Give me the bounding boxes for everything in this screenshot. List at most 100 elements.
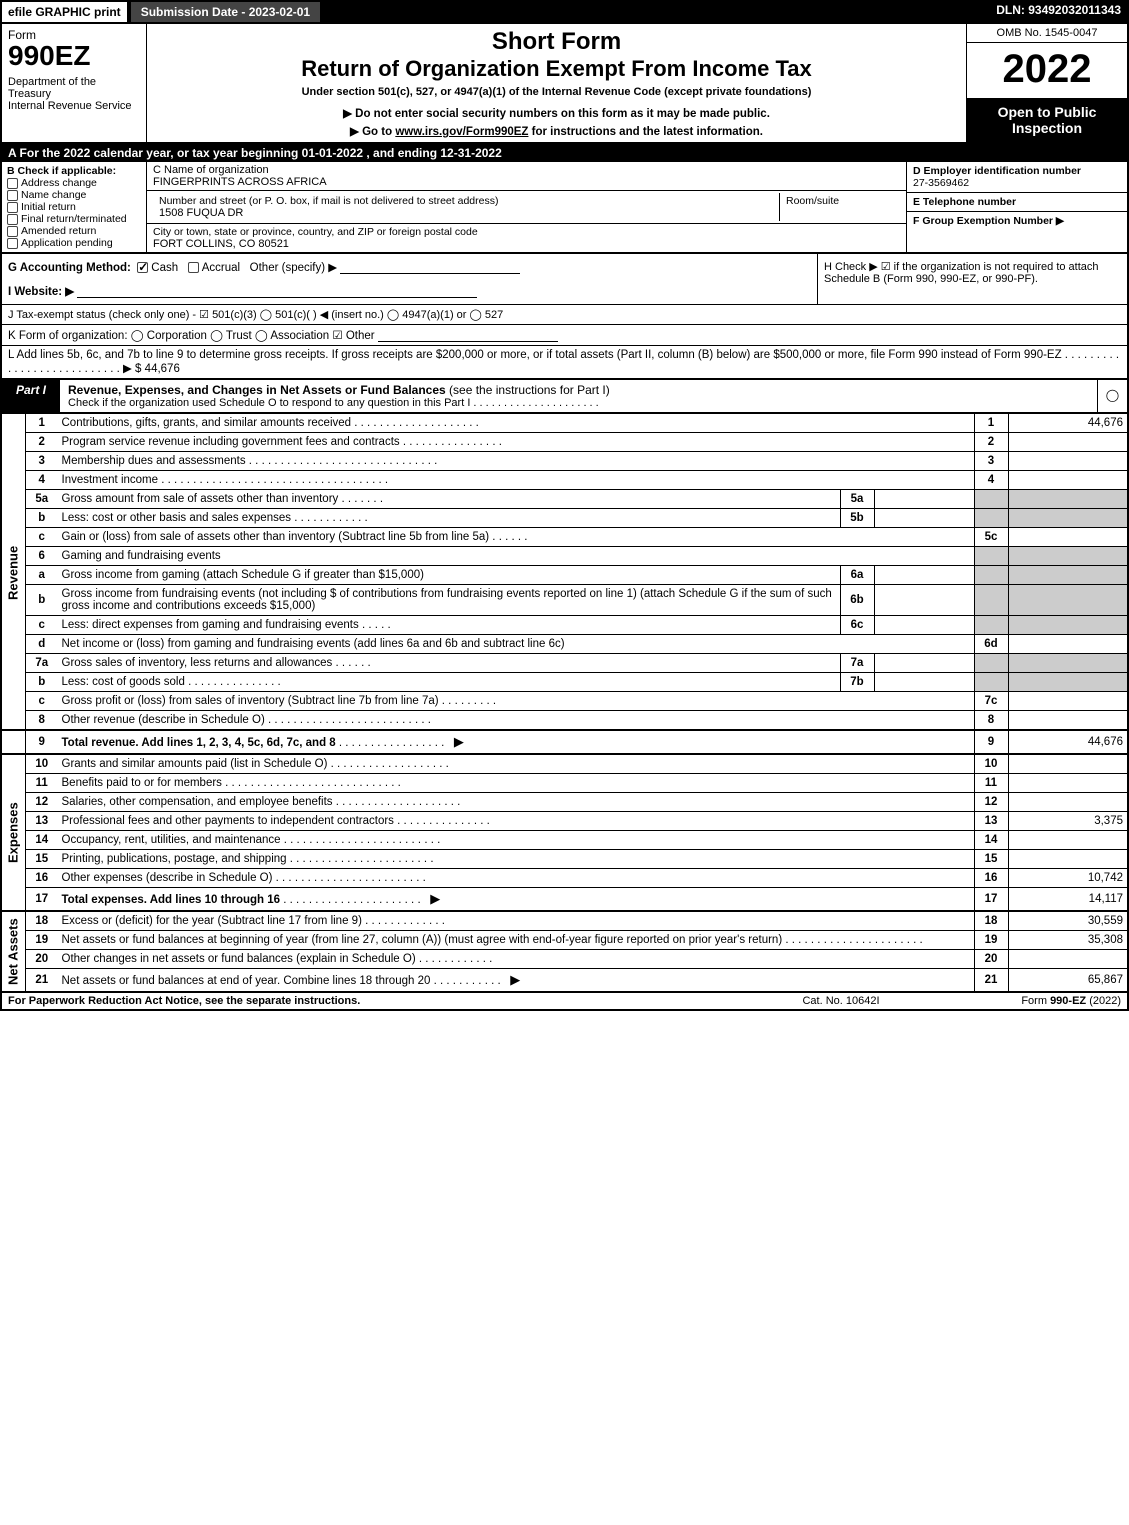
col-b: B Check if applicable: Address change Na… [2, 162, 147, 252]
line-5b-sub: 5b [840, 509, 874, 528]
line-15-mainno: 15 [974, 850, 1008, 869]
chk-amended-return[interactable]: Amended return [7, 225, 141, 237]
line-6b-no: b [26, 585, 58, 616]
line-6a-sub: 6a [840, 566, 874, 585]
line-5a-shade [974, 490, 1008, 509]
g-label: G Accounting Method: [8, 262, 131, 274]
part1-checkbox[interactable]: ◯ [1097, 380, 1127, 412]
line-7a-subval [874, 654, 974, 673]
header-right: OMB No. 1545-0047 2022 Open to Public In… [967, 24, 1127, 142]
line-6c-shade [974, 616, 1008, 635]
chk-address-change[interactable]: Address change [7, 177, 141, 189]
revenue-spacer [1, 730, 26, 754]
line-20-desc: Other changes in net assets or fund bala… [58, 950, 975, 969]
line-3-mainno: 3 [974, 452, 1008, 471]
line-1-no: 1 [26, 414, 58, 433]
line-19-mainno: 19 [974, 931, 1008, 950]
line-21-val: 65,867 [1008, 969, 1128, 993]
line-5b-subval [874, 509, 974, 528]
footer-catno: Cat. No. 10642I [741, 995, 941, 1007]
phone-label: E Telephone number [913, 196, 1121, 208]
k-other-field[interactable] [378, 328, 558, 342]
other-specify-field[interactable] [340, 260, 520, 274]
line-2-val [1008, 433, 1128, 452]
chk-initial-return[interactable]: Initial return [7, 201, 141, 213]
line-8-mainno: 8 [974, 711, 1008, 731]
chk-cash[interactable] [137, 262, 148, 273]
line-a: A For the 2022 calendar year, or tax yea… [0, 144, 1129, 162]
line-6b-sub: 6b [840, 585, 874, 616]
line-2-mainno: 2 [974, 433, 1008, 452]
line-5c-val [1008, 528, 1128, 547]
line-1-desc: Contributions, gifts, grants, and simila… [58, 414, 975, 433]
line-12-mainno: 12 [974, 793, 1008, 812]
line-5a-no: 5a [26, 490, 58, 509]
other-label: Other (specify) ▶ [250, 262, 337, 274]
line-4-val [1008, 471, 1128, 490]
line-6-shade [974, 547, 1008, 566]
line-5a-shade2 [1008, 490, 1128, 509]
line-5a-sub: 5a [840, 490, 874, 509]
chk-final-return[interactable]: Final return/terminated [7, 213, 141, 225]
line-1-val: 44,676 [1008, 414, 1128, 433]
street-block: Number and street (or P. O. box, if mail… [153, 193, 780, 221]
line-9-desc: Total revenue. Add lines 1, 2, 3, 4, 5c,… [58, 730, 975, 754]
line-4-no: 4 [26, 471, 58, 490]
line-6a-shade2 [1008, 566, 1128, 585]
chk-name-change[interactable]: Name change [7, 189, 141, 201]
line-16-val: 10,742 [1008, 869, 1128, 888]
line-10-no: 10 [26, 754, 58, 774]
part1-tag: Part I [2, 380, 60, 412]
line-6d-mainno: 6d [974, 635, 1008, 654]
line-5c-mainno: 5c [974, 528, 1008, 547]
line-5b-shade2 [1008, 509, 1128, 528]
line-8-desc: Other revenue (describe in Schedule O) .… [58, 711, 975, 731]
line-19-desc: Net assets or fund balances at beginning… [58, 931, 975, 950]
line-6b-shade [974, 585, 1008, 616]
part1-title: Revenue, Expenses, and Changes in Net As… [60, 380, 1097, 412]
line-15-desc: Printing, publications, postage, and shi… [58, 850, 975, 869]
row-gh: G Accounting Method: Cash Accrual Other … [0, 254, 1129, 305]
line-11-desc: Benefits paid to or for members . . . . … [58, 774, 975, 793]
chk-application-pending[interactable]: Application pending [7, 237, 141, 249]
website-field[interactable] [77, 284, 477, 298]
line-8-no: 8 [26, 711, 58, 731]
footer-left: For Paperwork Reduction Act Notice, see … [8, 995, 741, 1007]
line-6a-no: a [26, 566, 58, 585]
line-5a-desc: Gross amount from sale of assets other t… [58, 490, 841, 509]
line-21-desc: Net assets or fund balances at end of ye… [58, 969, 975, 993]
line-14-val [1008, 831, 1128, 850]
line-7a-desc: Gross sales of inventory, less returns a… [58, 654, 841, 673]
line-14-no: 14 [26, 831, 58, 850]
line-6c-no: c [26, 616, 58, 635]
ein-value: 27-3569462 [913, 177, 1121, 189]
line-18-mainno: 18 [974, 911, 1008, 931]
dept-label: Department of the Treasury Internal Reve… [8, 76, 140, 112]
line-16-desc: Other expenses (describe in Schedule O) … [58, 869, 975, 888]
city-value: FORT COLLINS, CO 80521 [153, 238, 900, 250]
line-6b-shade2 [1008, 585, 1128, 616]
line-13-mainno: 13 [974, 812, 1008, 831]
j-text: J Tax-exempt status (check only one) - ☑… [8, 309, 503, 321]
line-4-mainno: 4 [974, 471, 1008, 490]
line-7a-sub: 7a [840, 654, 874, 673]
line-10-val [1008, 754, 1128, 774]
efile-print-label[interactable]: efile GRAPHIC print [0, 0, 129, 24]
line-18-desc: Excess or (deficit) for the year (Subtra… [58, 911, 975, 931]
group-exempt-block: F Group Exemption Number ▶ [907, 212, 1127, 230]
header-left: Form 990EZ Department of the Treasury In… [2, 24, 147, 142]
line-20-no: 20 [26, 950, 58, 969]
line-7b-sub: 7b [840, 673, 874, 692]
chk-accrual[interactable] [188, 262, 199, 273]
line-9-val: 44,676 [1008, 730, 1128, 754]
irs-link[interactable]: www.irs.gov/Form990EZ [395, 126, 528, 138]
line-18-val: 30,559 [1008, 911, 1128, 931]
line-14-mainno: 14 [974, 831, 1008, 850]
part1-header: Part I Revenue, Expenses, and Changes in… [0, 380, 1129, 414]
line-11-val [1008, 774, 1128, 793]
line-6-shade2 [1008, 547, 1128, 566]
line-6d-desc: Net income or (loss) from gaming and fun… [58, 635, 975, 654]
line-7c-mainno: 7c [974, 692, 1008, 711]
short-form-title: Short Form [155, 28, 958, 56]
line-8-val [1008, 711, 1128, 731]
